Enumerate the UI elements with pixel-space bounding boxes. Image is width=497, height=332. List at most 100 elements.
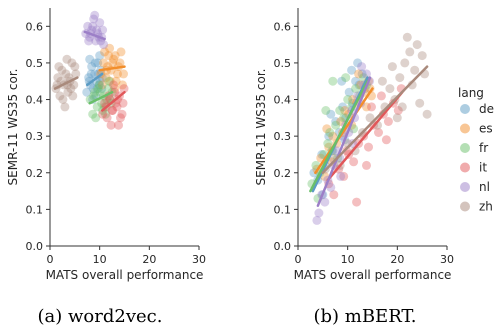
panel-a-y-tick-label: 0.6 (26, 20, 44, 33)
panel-b-y-label: SEMR-11 WS35 cor. (254, 69, 268, 186)
point-nl (90, 10, 100, 20)
point-de (93, 58, 103, 68)
point-es (110, 51, 120, 61)
point-de (326, 109, 336, 119)
point-fr (94, 80, 104, 90)
point-es (105, 76, 115, 86)
point-it (364, 142, 373, 152)
legend-marker-fr (460, 143, 470, 153)
fit-line-nl (316, 76, 372, 207)
point-zh (400, 58, 410, 68)
point-fr (103, 84, 113, 94)
panel-b-y-tick-label: 0.3 (274, 130, 292, 143)
point-nl (95, 18, 105, 28)
point-es (108, 58, 118, 68)
panel-a-y-tick-label: 0.2 (26, 167, 44, 180)
panel-b-x-tick-label: 20 (390, 253, 404, 266)
legend: lang de es fr it nl zh (458, 86, 494, 214)
panel-a-y-label: SEMR-11 WS35 cor. (6, 69, 20, 186)
panel-a-caption: (a) word2vec. (38, 306, 163, 327)
point-nl (88, 21, 98, 31)
point-it (118, 98, 128, 108)
point-nl (84, 36, 94, 46)
point-it (107, 106, 117, 115)
panel-b-y-tick-label: 0.0 (274, 240, 292, 253)
point-it (109, 80, 119, 90)
panel-a-x-label: MATS overall performance (46, 268, 204, 282)
point-it (102, 113, 112, 123)
fit-line-nl (83, 30, 106, 41)
point-zh (385, 84, 395, 94)
point-fr (91, 113, 101, 123)
point-zh (415, 98, 425, 108)
point-nl (83, 21, 93, 31)
point-de (82, 87, 92, 97)
legend-label-de: de (479, 102, 494, 116)
fit-line-fr (309, 79, 369, 193)
point-de (95, 51, 105, 61)
legend-label-es: es (479, 122, 493, 136)
point-de (347, 65, 357, 75)
point-de (94, 80, 104, 90)
point-zh (55, 91, 65, 101)
panel-b-y-tick-label: 0.1 (274, 203, 292, 216)
point-es (116, 47, 126, 57)
point-fr (89, 91, 99, 101)
point-it (362, 160, 371, 170)
panel-b-y-tick-label: 0.5 (274, 57, 292, 70)
point-fr (331, 120, 341, 130)
panel-a-x-tick-label: 0 (47, 253, 54, 266)
panel-b-y-tick-label: 0.2 (274, 167, 292, 180)
point-it (106, 120, 116, 130)
point-it (349, 157, 359, 167)
point-zh (377, 76, 387, 86)
point-de (331, 117, 341, 126)
point-it (374, 128, 383, 137)
point-es (119, 69, 128, 79)
point-zh (350, 146, 360, 156)
point-de (354, 80, 364, 90)
panel-b-y-tick-label: 0.4 (274, 94, 292, 107)
point-fr (328, 76, 338, 86)
point-fr (97, 98, 107, 108)
point-es (110, 84, 120, 94)
point-de (97, 84, 107, 94)
fit-line-it (326, 90, 404, 182)
point-it (329, 190, 339, 200)
point-zh (397, 102, 407, 112)
point-it (114, 120, 123, 130)
point-fr (351, 84, 361, 94)
point-zh (57, 65, 67, 75)
point-zh (63, 87, 73, 97)
point-nl (98, 25, 108, 35)
point-zh (60, 102, 70, 112)
point-nl (99, 40, 109, 50)
point-zh (405, 47, 415, 57)
panel-a-y-tick-label: 0.5 (26, 57, 44, 70)
point-zh (422, 109, 432, 119)
legend-title: lang (458, 86, 484, 100)
panel-b-x-label: MATS overall performance (294, 268, 452, 282)
point-nl (336, 171, 346, 181)
legend-marker-nl (460, 182, 470, 192)
point-it (98, 109, 108, 119)
point-it (119, 84, 129, 94)
point-zh (387, 62, 397, 72)
point-zh (395, 73, 405, 83)
point-zh (62, 54, 72, 64)
point-it (393, 106, 403, 115)
point-de (86, 69, 96, 79)
point-zh (68, 91, 78, 101)
point-zh (402, 32, 412, 42)
panel-b-y-tick-label: 0.6 (274, 20, 292, 33)
point-de (353, 58, 363, 68)
point-de (344, 87, 354, 97)
panel-a-y-tick-label: 0.4 (26, 94, 44, 107)
point-fr (321, 106, 331, 115)
point-de (324, 131, 334, 141)
legend-marker-es (460, 123, 470, 134)
point-es (340, 106, 350, 115)
fit-line-es (98, 65, 126, 72)
point-it (108, 106, 118, 115)
